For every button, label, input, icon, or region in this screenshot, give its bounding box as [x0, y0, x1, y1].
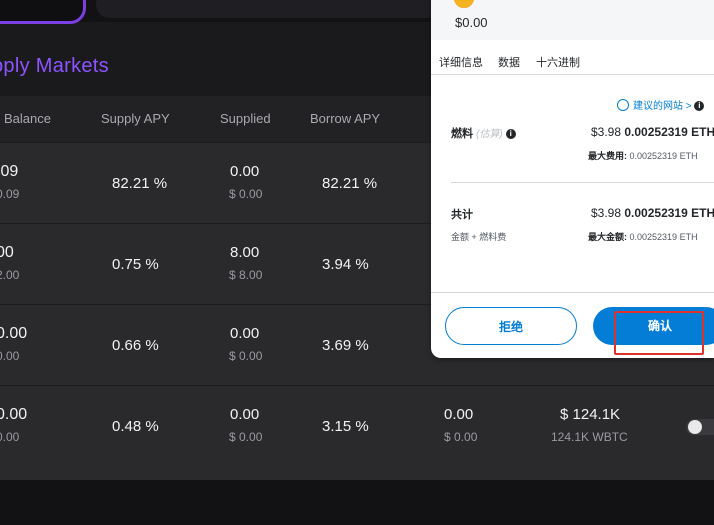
balance-value: 00 — [0, 244, 14, 261]
supplied-value: 0.00 — [230, 163, 260, 180]
gas-title: 燃料 — [451, 128, 473, 140]
tab-data[interactable]: 数据 — [498, 57, 520, 69]
wallet-confirm-popup: $0.00 详细信息 数据 十六进制 建议的网站 > i 燃料 (估算) i $… — [431, 0, 714, 358]
max-fee-label: 最大费用: — [588, 151, 627, 161]
total-label: 共计 — [451, 209, 473, 221]
balance-value: 0.00 — [0, 325, 28, 342]
total-usd: $3.98 — [591, 206, 622, 220]
borrowed-usd: $ 0.00 — [444, 430, 478, 444]
supplied-usd: $ 0.00 — [229, 187, 263, 201]
total-eth: 0.00252319 ETH — [624, 206, 714, 220]
supplied-usd: $ 8.00 — [229, 268, 263, 282]
bottom-bar — [0, 480, 714, 525]
popup-header: $0.00 — [431, 0, 714, 40]
balance-value: .09 — [0, 163, 19, 180]
liquidity-value: $ 124.1K — [560, 406, 621, 423]
collateral-toggle[interactable] — [686, 419, 714, 435]
table-row[interactable]: .09 0.09 82.21 % 0.00 $ 0.00 82.21 % — [0, 142, 714, 223]
borrow-apy: 3.94 % — [322, 256, 369, 273]
max-fee: 最大费用: 0.00252319 ETH — [588, 149, 698, 162]
gas-fee: $3.98 0.00252319 ETH — [591, 125, 714, 139]
balance-usd: 0.09 — [0, 187, 20, 201]
gas-fee-eth: 0.00252319 ETH — [624, 125, 714, 139]
popup-tabs: 详细信息 数据 十六进制 — [431, 46, 714, 78]
supplied-usd: $ 0.00 — [229, 430, 263, 444]
borrow-apy: 3.69 % — [322, 337, 369, 354]
balance-usd: 0.00 — [0, 430, 20, 444]
gas-label: 燃料 (估算) i — [451, 125, 516, 141]
max-amount-label: 最大金额: — [588, 232, 627, 242]
column-header-borrow-apy: Borrow APY — [310, 111, 381, 126]
column-header-supply-apy: Supply APY — [101, 111, 170, 126]
balance-usd: 0.00 — [0, 349, 20, 363]
supply-apy: 0.75 % — [112, 256, 159, 273]
table-row[interactable]: 0.00 0.00 0.48 % 0.00 $ 0.00 3.15 % 0.00… — [0, 385, 714, 481]
liquidity-token: 124.1K WBTC — [551, 430, 628, 444]
header-bar — [96, 0, 456, 18]
globe-icon — [617, 99, 629, 111]
column-header-balance: Balance — [4, 111, 51, 126]
supplied-value: 0.00 — [230, 325, 260, 342]
borrowed-value: 0.00 — [444, 406, 474, 423]
popup-footer: 拒绝 确认 — [431, 292, 714, 358]
max-amount: 最大金额: 0.00252319 ETH — [588, 230, 698, 243]
gas-estimate-label: (估算) — [476, 129, 503, 140]
tab-hex[interactable]: 十六进制 — [536, 57, 580, 69]
network-pill[interactable] — [0, 0, 86, 24]
info-icon[interactable]: i — [694, 101, 705, 111]
supplied-value: 8.00 — [230, 244, 260, 261]
supply-apy: 0.66 % — [112, 337, 159, 354]
balance-usd: 2.00 — [0, 268, 20, 282]
supply-apy: 0.48 % — [112, 418, 159, 435]
borrow-apy: 82.21 % — [322, 175, 378, 192]
borrow-apy: 3.15 % — [322, 418, 369, 435]
confirm-button[interactable]: 确认 — [593, 307, 714, 345]
supply-apy: 82.21 % — [112, 175, 168, 192]
balance-value: 0.00 — [0, 406, 28, 423]
table-row[interactable]: 0.00 0.00 0.66 % 0.00 $ 0.00 3.69 % — [0, 304, 714, 385]
popup-body: 建议的网站 > i 燃料 (估算) i $3.98 0.00252319 ETH… — [431, 75, 714, 292]
token-icon — [454, 0, 474, 8]
reject-button[interactable]: 拒绝 — [445, 307, 577, 345]
divider — [451, 182, 714, 183]
supplied-usd: $ 0.00 — [229, 349, 263, 363]
page-title: pply Markets — [0, 55, 109, 77]
supplied-value: 0.00 — [230, 406, 260, 423]
transaction-amount: $0.00 — [455, 15, 488, 30]
table-row[interactable]: 00 2.00 0.75 % 8.00 $ 8.00 3.94 % — [0, 223, 714, 304]
info-icon[interactable]: i — [505, 129, 516, 139]
column-header-supplied: Supplied — [220, 111, 271, 126]
suggested-site-label: 建议的网站 — [633, 101, 683, 112]
total-subtitle: 金额 + 燃料费 — [451, 232, 507, 242]
chevron-right-icon: > — [685, 101, 692, 112]
suggested-site-link[interactable]: 建议的网站 > i — [617, 97, 705, 112]
toggle-knob — [688, 420, 702, 434]
total-amount: $3.98 0.00252319 ETH — [591, 206, 714, 220]
max-fee-value: 0.00252319 ETH — [629, 151, 698, 161]
max-amount-value: 0.00252319 ETH — [629, 232, 698, 242]
gas-fee-usd: $3.98 — [591, 125, 622, 139]
